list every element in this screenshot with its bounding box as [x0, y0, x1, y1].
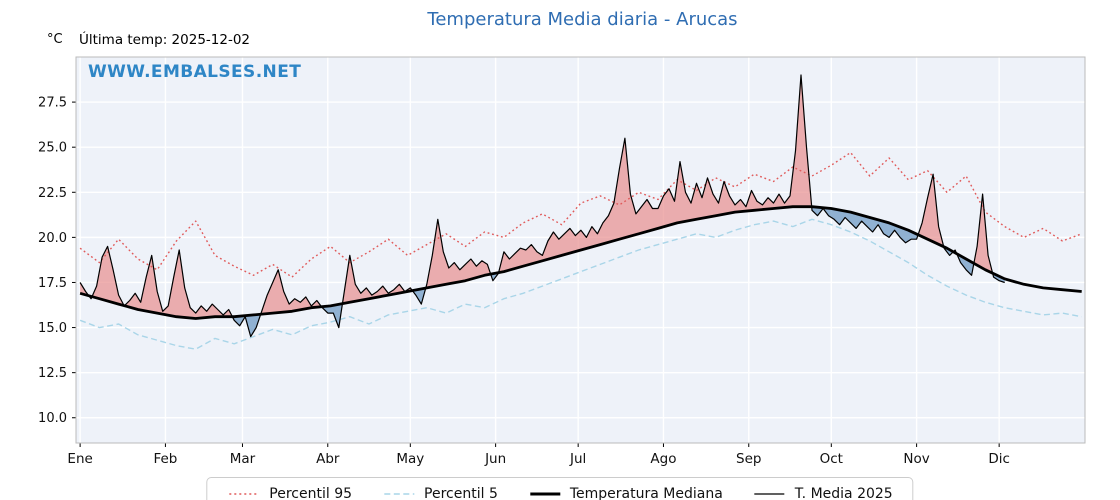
series-line-median	[79, 205, 1082, 320]
x-tick-label: Ago	[650, 451, 676, 467]
last-temp-label: Última temp: 2025-12-02	[79, 32, 251, 48]
x-tick-label: Nov	[903, 451, 929, 467]
fill-below-median	[956, 253, 974, 276]
y-tick-label: 15.0	[38, 321, 67, 336]
y-tick-label: 20.0	[38, 231, 67, 246]
legend-item-t-media-2025: T. Media 2025	[753, 486, 893, 500]
legend-label-t-media-2025: T. Media 2025	[794, 486, 893, 500]
fill-above-median	[342, 255, 413, 304]
x-tick-label: Sep	[736, 451, 761, 467]
y-tick-label: 27.5	[38, 96, 67, 111]
fill-above-median	[260, 269, 322, 315]
y-tick-label: 12.5	[38, 366, 67, 381]
legend-item-percentil-95: Percentil 95	[227, 486, 352, 500]
series-line-p5	[79, 218, 1082, 350]
fill-above-median	[498, 75, 812, 273]
series-line-t2025	[79, 74, 1005, 338]
fill-above-median	[425, 219, 491, 289]
y-tick-label: 17.5	[38, 276, 67, 291]
t2025-line-sample-icon	[754, 493, 785, 495]
fill-above-median	[973, 194, 993, 274]
legend-item-mediana: Temperatura Mediana	[528, 486, 723, 500]
y-tick-label: 22.5	[38, 186, 67, 201]
fill-below-median	[412, 288, 426, 305]
x-tick-label: May	[396, 451, 424, 467]
plot-frame	[75, 56, 1086, 444]
y-tick-label: 25.0	[38, 141, 67, 156]
p5-line-sample-icon	[384, 493, 415, 495]
legend: Percentil 95 Percentil 5 Temperatura Med…	[206, 477, 914, 500]
x-tick-label: Ene	[67, 451, 92, 467]
fill-above-median	[918, 174, 944, 247]
plot-area: 10.0 12.5 15.0 17.5 20.0 22.5 25.0 27.5 Ene Feb Ma…	[38, 56, 1086, 467]
x-tick-label: Mar	[230, 451, 256, 467]
legend-label-percentil-5: Percentil 5	[424, 486, 498, 500]
fill-above-median	[80, 282, 89, 296]
watermark: WWW.EMBALSES.NET	[88, 62, 302, 82]
legend-label-percentil-95: Percentil 95	[269, 486, 353, 500]
legend-label-mediana: Temperatura Mediana	[569, 486, 723, 500]
y-axis-unit: °C	[47, 32, 63, 47]
x-tick-label: Abr	[316, 451, 340, 467]
x-tick-label: Oct	[820, 451, 843, 467]
p95-line-sample-icon	[229, 493, 260, 495]
mediana-line-sample-icon	[529, 492, 560, 496]
x-tick-label: Jun	[484, 451, 506, 467]
legend-item-percentil-5: Percentil 5	[382, 486, 498, 500]
x-tick-label: Jul	[569, 451, 586, 467]
x-tick-label: Feb	[153, 451, 177, 467]
chart-title: Temperatura Media diaria - Arucas	[427, 9, 738, 30]
fill-above-median	[92, 246, 124, 306]
x-tick-label: Dic	[988, 451, 1010, 467]
y-tick-label: 10.0	[38, 411, 67, 426]
